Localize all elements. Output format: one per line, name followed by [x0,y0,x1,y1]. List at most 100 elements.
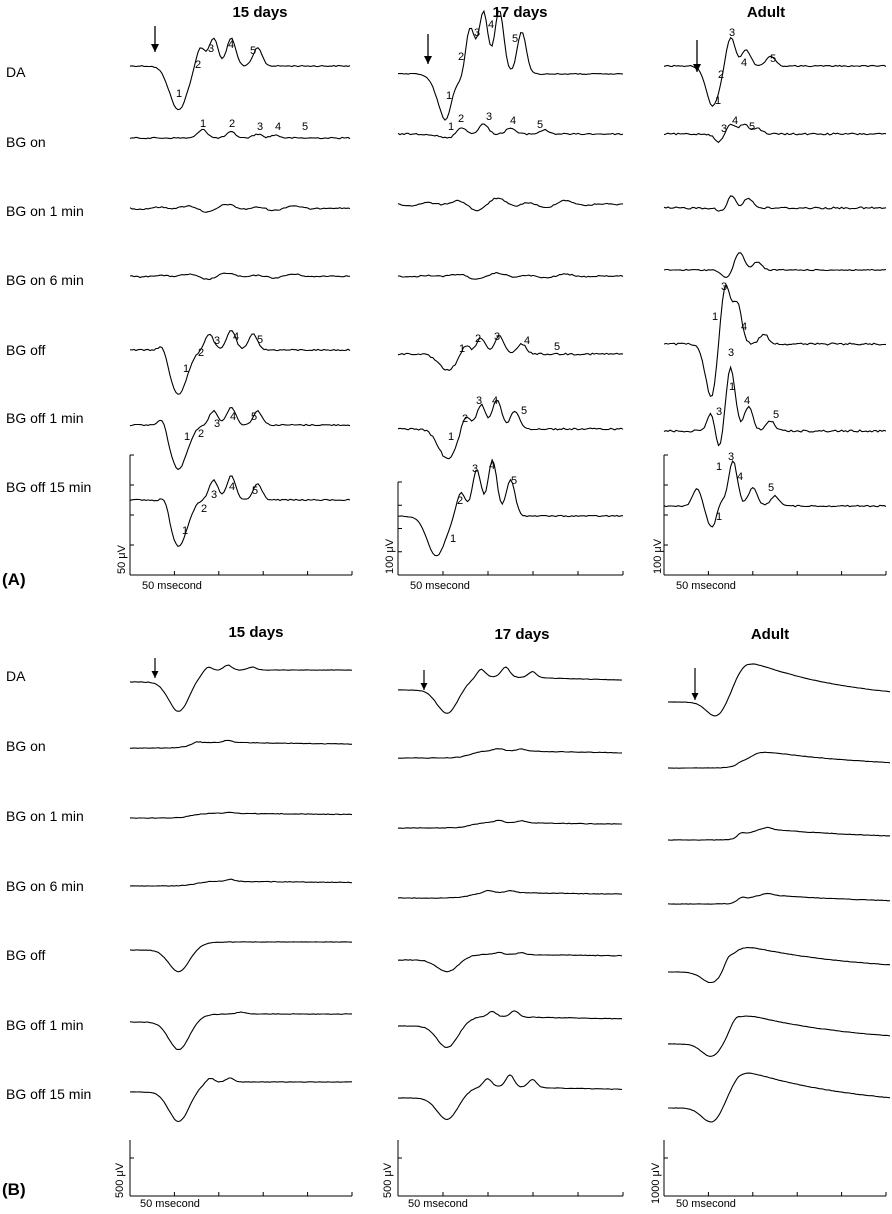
peak-label-4: 4 [741,321,747,333]
panel-b-title-17-days: 17 days [494,626,550,643]
panel-a-row-label-bg-on: BG on [6,134,46,150]
peak-label-1: 1 [715,95,721,107]
panel-a-time-scale-15-days: 50 msecond [142,580,202,592]
trace-b-15d-bg-off-15 [130,1077,352,1123]
peak-label-4: 4 [744,395,750,407]
trace-a-adult-bg-on [663,123,887,144]
peak-label-4: 4 [741,57,747,69]
trace-b-17d-bg-off-1 [397,1010,623,1048]
panel-b-stimulus-arrowhead-0 [151,671,159,678]
trace-a-17d-da [397,9,624,121]
peak-label-4: 4 [488,19,494,31]
peak-label-3: 3 [214,418,220,430]
panel-a-time-scale-17-days: 50 msecond [410,580,470,592]
peak-label-5: 5 [521,405,527,417]
trace-a-adult-bg-on-6 [663,252,887,278]
trace-a-adult-bg-off-15 [663,460,887,528]
panel-a-row-label-bg-off: BG off [6,342,46,358]
trace-a-17d-bg-off [397,334,624,372]
trace-b-15d-bg-on-1 [130,811,353,819]
peak-label-2: 2 [718,69,724,81]
panel-b-time-scale-17-days: 50 msecond [408,1198,468,1210]
peak-label-1: 1 [182,525,188,537]
peak-label-4: 4 [228,39,234,51]
peak-label-3: 3 [211,489,217,501]
peak-label-3: 3 [721,123,727,135]
trace-b-17d-bg-off [397,951,623,973]
peak-label-5: 5 [537,119,543,131]
peak-label-3: 3 [472,463,478,475]
peak-label-2: 2 [198,347,204,359]
peak-label-2: 2 [458,51,464,63]
peak-label-1: 1 [459,343,465,355]
peak-label-5: 5 [250,45,256,57]
trace-a-17d-bg-on [397,123,624,139]
peak-label-4: 4 [732,115,738,127]
peak-label-1: 1 [446,90,452,102]
trace-a-15d-da [129,37,351,111]
panel-a-row-label-bg-off-1-min: BG off 1 min [6,410,84,426]
trace-b-adult-bg-on-1 [667,826,891,841]
peak-label-3: 3 [474,27,480,39]
panel-a-row-label-bg-on-6-min: BG on 6 min [6,272,84,288]
trace-b-adult-bg-off-1 [667,1015,891,1057]
trace-a-17d-bg-off-1 [397,399,624,460]
peak-label-1: 1 [712,311,718,323]
panel-b-letter: (B) [2,1180,26,1199]
trace-a-15d-bg-on [129,128,351,140]
trace-b-adult-bg-off-15 [668,1072,891,1123]
trace-b-15d-bg-on [129,739,353,749]
trace-b-17d-bg-on-1 [397,819,622,829]
peak-label-5: 5 [251,411,257,423]
trace-b-adult-da [667,663,891,717]
trace-a-17d-bg-on-1 [397,197,624,212]
panel-a-time-scale-adult: 50 msecond [676,580,736,592]
peak-label-1: 1 [716,511,722,523]
trace-a-adult-bg-off-1 [663,365,887,447]
peak-label-1: 1 [729,381,735,393]
panel-a-row-label-da: DA [6,64,26,80]
panel-b-row-label-bg-off-1-min: BG off 1 min [6,1017,84,1033]
panel-b-title-adult: Adult [750,626,790,643]
peak-label-1: 1 [176,88,182,100]
trace-b-17d-bg-on [398,748,623,759]
trace-b-adult-bg-on-6 [667,892,891,905]
peak-label-4: 4 [230,411,236,423]
panel-b-title-15-days: 15 days [228,624,284,641]
peak-label-1: 1 [448,431,454,443]
peak-label-2: 2 [201,503,207,515]
peak-label-5: 5 [512,33,518,45]
trace-b-15d-bg-off [129,941,353,973]
panel-b-row-label-bg-on: BG on [6,738,46,754]
peak-label-3: 3 [494,331,500,343]
peak-label-2: 2 [195,59,201,71]
peak-label-4: 4 [275,121,281,133]
trace-b-17d-da [397,666,623,714]
peak-label-3: 3 [721,281,727,293]
trace-b-15d-da [129,664,353,712]
peak-label-2: 2 [198,428,204,440]
peak-label-5: 5 [554,341,560,353]
panel-a-letter: (A) [2,570,26,589]
panel-b-row-label-bg-off-15-min: BG off 15 min [6,1086,92,1102]
panel-b-row-label-bg-off: BG off [6,947,46,963]
trace-a-15d-bg-off-15 [129,475,351,548]
peak-label-3: 3 [257,121,263,133]
peak-label-5: 5 [511,475,517,487]
panel-a-title-adult: Adult [746,4,786,21]
peak-label-4: 4 [492,395,498,407]
peak-label-3: 3 [728,347,734,359]
trace-a-adult-bg-on-1 [663,195,887,212]
trace-a-15d-bg-off [129,330,351,395]
panel-a-stimulus-arrowhead-0 [151,44,159,52]
peak-label-3: 3 [486,111,492,123]
panel-b-row-label-bg-on-6-min: BG on 6 min [6,878,84,894]
panel-b-row-label-da: DA [6,668,26,684]
trace-b-17d-bg-off-15 [397,1074,623,1121]
peak-label-1: 1 [184,431,190,443]
peak-label-3: 3 [476,395,482,407]
peak-label-2: 2 [457,495,463,507]
peak-label-5: 5 [770,53,776,65]
trace-b-15d-bg-off-1 [129,1011,352,1051]
